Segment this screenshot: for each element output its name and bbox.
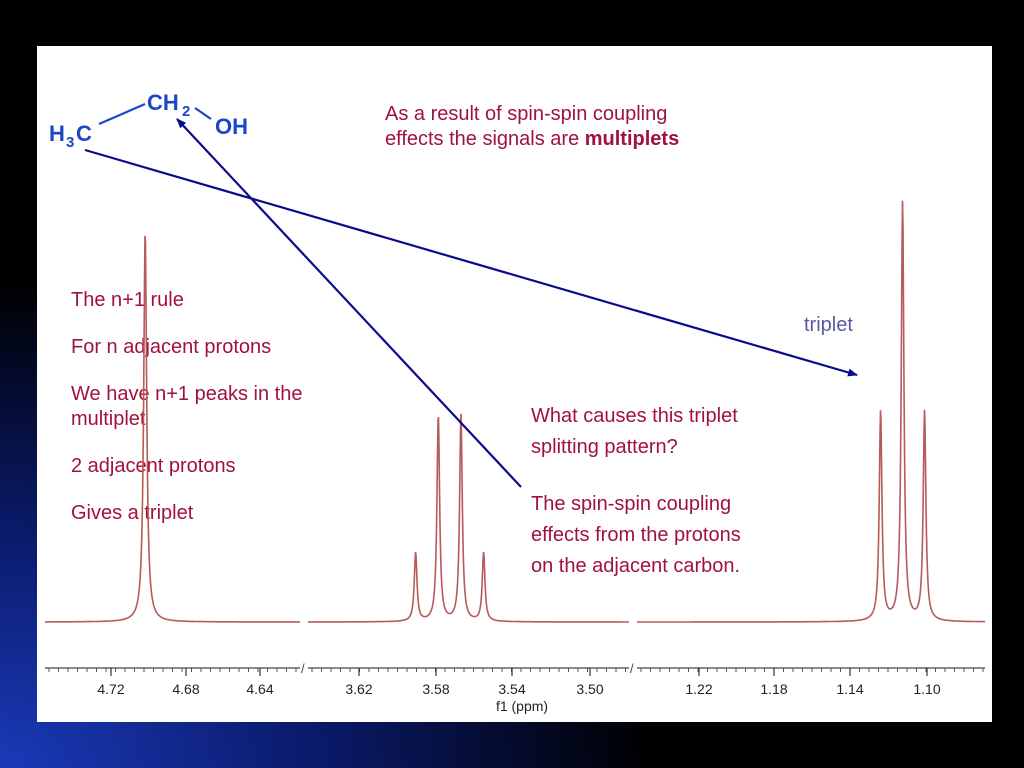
answer-line-2: effects from the protons xyxy=(531,524,741,546)
spectrum-trace-seg1 xyxy=(45,235,300,623)
axis-tick-label: 3.50 xyxy=(576,681,603,697)
axis-tick-label: 1.18 xyxy=(760,681,787,697)
question-line-1: What causes this triplet xyxy=(531,405,738,427)
heading-line-2: effects the signals are multiplets xyxy=(385,128,680,150)
arrow-answer-to-ch2 xyxy=(176,118,522,488)
axis-tick-label: 4.72 xyxy=(97,681,124,697)
spectrum-figure: H 3 C CH 2 OH / / f1 (ppm) 4.72 4.68 4.64 3… xyxy=(45,90,985,714)
bond-c-c xyxy=(98,102,146,126)
axis-tick-label: 1.14 xyxy=(836,681,863,697)
axis-tick-label: 3.58 xyxy=(422,681,449,697)
triplet-label: triplet xyxy=(804,314,853,336)
spectrum-trace-seg2 xyxy=(308,413,629,623)
rule-line-4: 2 adjacent protons xyxy=(71,455,236,477)
arrow-ch3-to-triplet xyxy=(84,148,858,377)
question-text: What causes this triplet splitting patte… xyxy=(531,401,738,463)
axis-tick-label: 1.10 xyxy=(913,681,940,697)
axis-tick-label: 4.68 xyxy=(172,681,199,697)
rule-line-3a: We have n+1 peaks in the xyxy=(71,383,303,405)
ethanol-molecule: H 3 C CH 2 OH xyxy=(49,90,248,151)
slide: As a result of spin-spin coupling effect… xyxy=(37,46,992,722)
bond-c-o xyxy=(194,107,212,120)
axis-tick-label: 1.22 xyxy=(685,681,712,697)
rule-line-1: The n+1 rule xyxy=(71,289,184,311)
nmr-spectrum xyxy=(45,200,985,623)
axis-tick-label: 3.62 xyxy=(345,681,372,697)
ch2-text: CH xyxy=(147,90,179,115)
h3c-c: C xyxy=(76,121,92,146)
oh-text: OH xyxy=(215,114,248,139)
rule-text: The n+1 rule For n adjacent protons We h… xyxy=(71,288,302,526)
axis-break-1: / xyxy=(301,661,305,676)
axis-tick-label: 3.54 xyxy=(498,681,525,697)
rule-line-5: Gives a triplet xyxy=(71,502,194,524)
heading-line-1: As a result of spin-spin coupling xyxy=(385,103,668,125)
spectrum-trace-seg3 xyxy=(637,200,985,623)
heading-bold: multiplets xyxy=(584,128,680,150)
answer-line-1: The spin-spin coupling xyxy=(531,493,732,515)
answer-text: The spin-spin coupling effects from the … xyxy=(531,489,741,582)
heading-text: As a result of spin-spin coupling effect… xyxy=(385,102,679,152)
answer-line-3: on the adjacent carbon. xyxy=(531,555,741,577)
h3c-h: H xyxy=(49,121,65,146)
axis-title: f1 (ppm) xyxy=(496,698,548,714)
h3c-subscript: 3 xyxy=(66,134,74,151)
ppm-axis: / / f1 (ppm) 4.72 4.68 4.64 3.62 3.58 3.54 3.5… xyxy=(45,661,985,714)
rule-line-3b: multiplet xyxy=(71,408,146,430)
axis-tick-label: 4.64 xyxy=(246,681,273,697)
question-line-2: splitting pattern? xyxy=(531,436,678,458)
axis-break-2: / xyxy=(630,661,634,676)
ch2-subscript: 2 xyxy=(182,103,190,120)
rule-line-2: For n adjacent protons xyxy=(71,336,272,358)
